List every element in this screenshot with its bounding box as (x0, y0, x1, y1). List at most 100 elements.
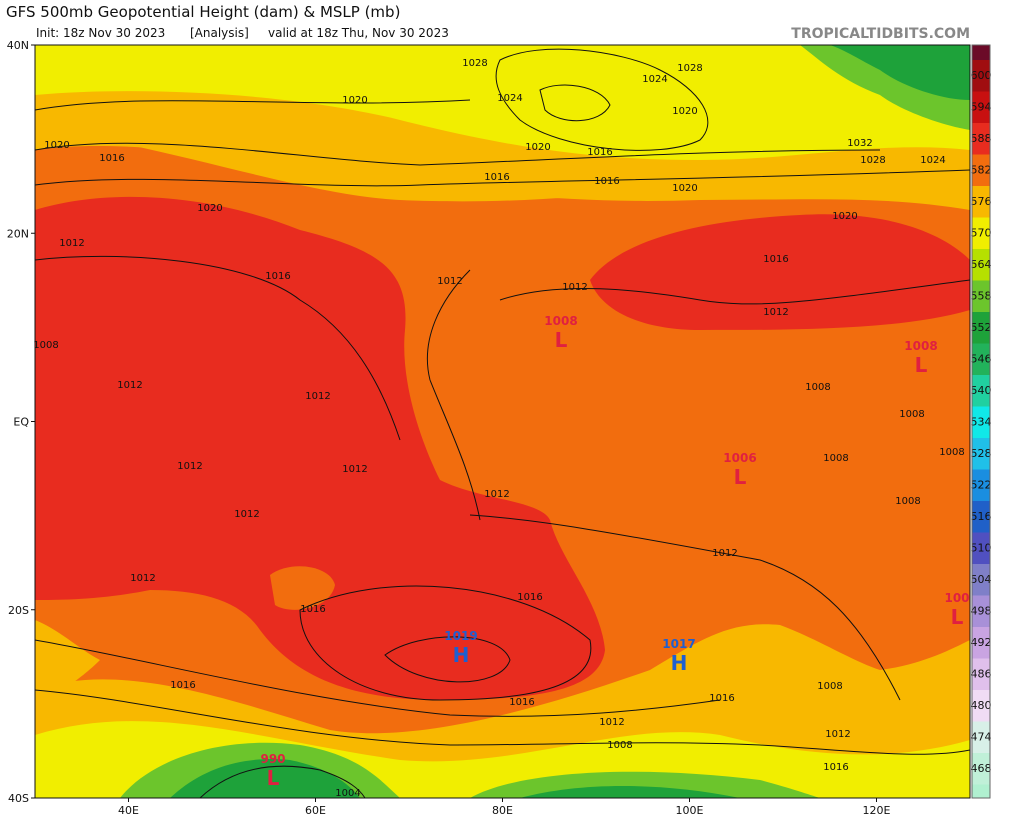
isobar-label: 1008 (817, 681, 842, 692)
colorbar-label: 510 (971, 541, 992, 554)
colorbar-swatch (972, 658, 990, 690)
isobar-label: 1016 (517, 592, 542, 603)
colorbar-label: 504 (971, 573, 992, 586)
colorbar-swatch (972, 280, 990, 312)
isobar-label: 1012 (599, 717, 624, 728)
isobar-label: 1016 (594, 176, 619, 187)
isobar-label: 1008 (895, 496, 920, 507)
center-value: 1017 (662, 637, 695, 651)
center-letter: H (453, 643, 470, 667)
isobar-label: 1012 (825, 729, 850, 740)
center-value: 1008 (904, 339, 937, 353)
lat-label: 20S (8, 604, 29, 617)
isobar-label: 1024 (497, 93, 522, 104)
colorbar-label: 516 (971, 510, 992, 523)
lon-label: 120E (863, 804, 891, 817)
colorbar-swatch (972, 123, 990, 155)
isobar-label: 1016 (265, 271, 290, 282)
colorbar-swatch (972, 469, 990, 501)
colorbar-end (972, 784, 990, 798)
init-time: Init: 18z Nov 30 2023 (36, 26, 165, 40)
colorbar-label: 570 (971, 226, 992, 239)
center-letter: L (734, 465, 747, 489)
isobar-label: 1028 (677, 63, 702, 74)
isobar-label: 1012 (763, 307, 788, 318)
isobar-label: 1016 (509, 697, 534, 708)
isobar-label: 1020 (44, 140, 69, 151)
colorbar-swatch (972, 721, 990, 753)
colorbar-swatch (972, 312, 990, 344)
isobar-label: 1008 (899, 409, 924, 420)
isobar-label: 1020 (672, 183, 697, 194)
colorbar-swatch (972, 595, 990, 627)
isobar-label: 1028 (462, 58, 487, 69)
colorbar-cap (972, 45, 990, 60)
center-value: 1019 (444, 629, 477, 643)
colorbar-label: 540 (971, 384, 992, 397)
colorbar-label: 522 (971, 478, 992, 491)
colorbar-swatch (972, 564, 990, 596)
isobar-label: 1016 (484, 172, 509, 183)
colorbar-swatch (972, 690, 990, 722)
colorbar-swatch (972, 375, 990, 407)
colorbar-swatch (972, 60, 990, 92)
colorbar-label: 474 (971, 730, 992, 743)
isobar-label: 1024 (642, 74, 667, 85)
isobar-label: 1008 (607, 740, 632, 751)
isobar-label: 1012 (342, 464, 367, 475)
colorbar-label: 486 (971, 667, 992, 680)
isobar-label: 1016 (763, 254, 788, 265)
colorbar-label: 576 (971, 195, 992, 208)
isobar-label: 1016 (823, 762, 848, 773)
colorbar-swatch (972, 627, 990, 659)
center-letter: L (267, 766, 280, 790)
lat-label: 40S (8, 792, 29, 805)
colorbar-label: 600 (971, 69, 992, 82)
run-type: [Analysis] (190, 26, 249, 40)
valid-time: valid at 18z Thu, Nov 30 2023 (268, 26, 449, 40)
colorbar-swatch (972, 532, 990, 564)
center-letter: L (555, 328, 568, 352)
isobar-label: 1020 (197, 203, 222, 214)
isobar-label: 1016 (709, 693, 734, 704)
colorbar-swatch (972, 186, 990, 218)
colorbar-swatch (972, 91, 990, 123)
center-value: 1006 (723, 451, 756, 465)
isobar-label: 1016 (587, 147, 612, 158)
colorbar: 600 594 588 582 576 570 564 558 552 546 540 534 528 5… (971, 44, 992, 799)
lon-label: 100E (676, 804, 704, 817)
lon-label: 60E (305, 804, 326, 817)
isobar-label: 1012 (305, 391, 330, 402)
isobar-label: 1012 (562, 282, 587, 293)
isobar-label: 1020 (342, 95, 367, 106)
title: GFS 500mb Geopotential Height (dam) & MS… (6, 3, 400, 21)
colorbar-swatch (972, 154, 990, 186)
isobar-label: 1024 (920, 155, 945, 166)
colorbar-label: 528 (971, 447, 992, 460)
isobar-label: 1008 (823, 453, 848, 464)
colorbar-label: 498 (971, 604, 992, 617)
center-value: 100 (944, 591, 969, 605)
lat-label: EQ (13, 416, 29, 429)
center-value: 1008 (544, 314, 577, 328)
colorbar-label: 546 (971, 352, 992, 365)
center-letter: L (951, 605, 964, 629)
lat-label: 40N (7, 39, 29, 52)
isobar-label: 1008 (805, 382, 830, 393)
colorbar-label: 492 (971, 636, 992, 649)
isobar-label: 1012 (177, 461, 202, 472)
isobar-label: 1004 (335, 788, 360, 799)
lat-label: 20N (7, 227, 29, 240)
isobar-label: 1008 (33, 340, 58, 351)
isobar-label: 1020 (832, 211, 857, 222)
colorbar-label: 582 (971, 163, 992, 176)
colorbar-label: 552 (971, 321, 992, 334)
colorbar-swatch (972, 438, 990, 470)
colorbar-swatch (972, 753, 990, 785)
colorbar-swatch (972, 249, 990, 281)
isobar-label: 1020 (525, 142, 550, 153)
colorbar-swatch (972, 406, 990, 438)
colorbar-label: 588 (971, 132, 992, 145)
isobar-label: 1008 (939, 447, 964, 458)
